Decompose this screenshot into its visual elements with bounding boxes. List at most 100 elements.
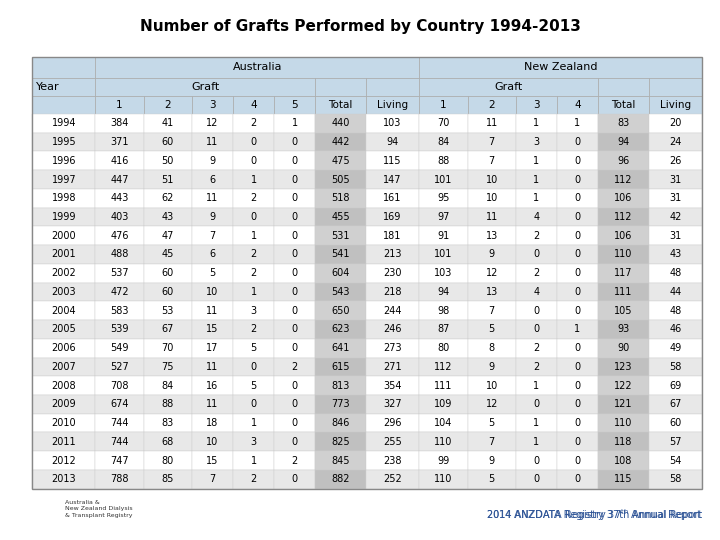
Text: Graft: Graft <box>495 82 523 92</box>
Text: 1: 1 <box>116 100 122 110</box>
Text: 48: 48 <box>670 306 682 316</box>
Text: 472: 472 <box>110 287 129 297</box>
Text: 7: 7 <box>210 474 215 484</box>
Text: 6: 6 <box>210 249 215 260</box>
Text: 53: 53 <box>161 306 174 316</box>
Text: 110: 110 <box>434 437 453 447</box>
Text: 31: 31 <box>670 193 682 203</box>
Text: 846: 846 <box>331 418 350 428</box>
Text: 3: 3 <box>533 100 540 110</box>
Text: 101: 101 <box>434 249 453 260</box>
Text: 384: 384 <box>110 118 129 129</box>
Text: Australia: Australia <box>233 63 282 72</box>
Text: 123: 123 <box>614 362 633 372</box>
Text: 0: 0 <box>292 343 298 353</box>
Text: 1: 1 <box>251 287 256 297</box>
Text: 1996: 1996 <box>52 156 76 166</box>
Text: 31: 31 <box>670 174 682 185</box>
Text: 531: 531 <box>331 231 350 241</box>
Text: 9: 9 <box>210 156 215 166</box>
Text: 0: 0 <box>575 212 580 222</box>
Text: 1998: 1998 <box>52 193 76 203</box>
Text: 527: 527 <box>110 362 129 372</box>
Text: 57: 57 <box>669 437 682 447</box>
Text: 94: 94 <box>437 287 449 297</box>
Text: 0: 0 <box>575 193 580 203</box>
Text: 7: 7 <box>489 306 495 316</box>
Text: 43: 43 <box>670 249 682 260</box>
Text: 97: 97 <box>437 212 449 222</box>
Text: 543: 543 <box>331 287 350 297</box>
Text: 84: 84 <box>162 381 174 390</box>
Text: 2006: 2006 <box>52 343 76 353</box>
Text: 115: 115 <box>383 156 402 166</box>
Text: 16: 16 <box>207 381 219 390</box>
Text: 2008: 2008 <box>52 381 76 390</box>
Text: 5: 5 <box>210 268 215 278</box>
Text: 108: 108 <box>614 456 633 465</box>
Text: 0: 0 <box>534 249 539 260</box>
Text: 518: 518 <box>331 193 350 203</box>
Text: 2001: 2001 <box>52 249 76 260</box>
Text: 54: 54 <box>669 456 682 465</box>
Text: 0: 0 <box>575 400 580 409</box>
Text: 255: 255 <box>383 437 402 447</box>
Text: 70: 70 <box>437 118 449 129</box>
Text: 58: 58 <box>669 362 682 372</box>
Text: 11: 11 <box>485 212 498 222</box>
Text: 83: 83 <box>162 418 174 428</box>
Text: 3: 3 <box>251 306 256 316</box>
Text: 845: 845 <box>331 456 350 465</box>
Text: 0: 0 <box>575 249 580 260</box>
Text: 20: 20 <box>669 118 682 129</box>
Text: 1: 1 <box>534 418 539 428</box>
Text: 744: 744 <box>110 437 129 447</box>
Text: 0: 0 <box>575 156 580 166</box>
Text: 181: 181 <box>383 231 402 241</box>
Text: 2014 ANZDATA Registry 37th Annual Report: 2014 ANZDATA Registry 37th Annual Report <box>487 510 702 520</box>
Text: 43: 43 <box>162 212 174 222</box>
Text: 1995: 1995 <box>52 137 76 147</box>
Text: 7: 7 <box>489 156 495 166</box>
Text: 80: 80 <box>437 343 449 353</box>
Text: 0: 0 <box>534 474 539 484</box>
Text: Year: Year <box>36 82 60 92</box>
Text: 1: 1 <box>534 156 539 166</box>
Text: 442: 442 <box>331 137 350 147</box>
Text: 93: 93 <box>617 325 629 334</box>
Text: 11: 11 <box>207 400 219 409</box>
Text: 51: 51 <box>161 174 174 185</box>
Text: 813: 813 <box>331 381 350 390</box>
Text: 2: 2 <box>292 362 298 372</box>
Text: 505: 505 <box>331 174 350 185</box>
Text: 744: 744 <box>110 418 129 428</box>
Text: 443: 443 <box>110 193 129 203</box>
Text: 2: 2 <box>534 343 539 353</box>
Text: 1: 1 <box>534 193 539 203</box>
Text: 58: 58 <box>669 474 682 484</box>
Text: 31: 31 <box>670 231 682 241</box>
Text: 1: 1 <box>534 381 539 390</box>
Text: 12: 12 <box>207 118 219 129</box>
Text: 3: 3 <box>251 437 256 447</box>
Text: 2: 2 <box>534 362 539 372</box>
Text: 0: 0 <box>575 287 580 297</box>
Text: 83: 83 <box>617 118 629 129</box>
Text: 0: 0 <box>292 268 298 278</box>
Text: 112: 112 <box>614 174 633 185</box>
Text: 117: 117 <box>614 268 633 278</box>
Text: 2: 2 <box>534 231 539 241</box>
Text: 0: 0 <box>534 400 539 409</box>
Text: 2004: 2004 <box>52 306 76 316</box>
Text: 1997: 1997 <box>52 174 76 185</box>
Text: 541: 541 <box>331 249 350 260</box>
Text: 416: 416 <box>110 156 129 166</box>
Text: 118: 118 <box>614 437 633 447</box>
Text: 75: 75 <box>161 362 174 372</box>
Text: 49: 49 <box>670 343 682 353</box>
Text: 0: 0 <box>575 268 580 278</box>
Text: 2: 2 <box>251 268 257 278</box>
Text: 1: 1 <box>251 418 256 428</box>
Text: 2: 2 <box>292 456 298 465</box>
Text: 0: 0 <box>575 362 580 372</box>
